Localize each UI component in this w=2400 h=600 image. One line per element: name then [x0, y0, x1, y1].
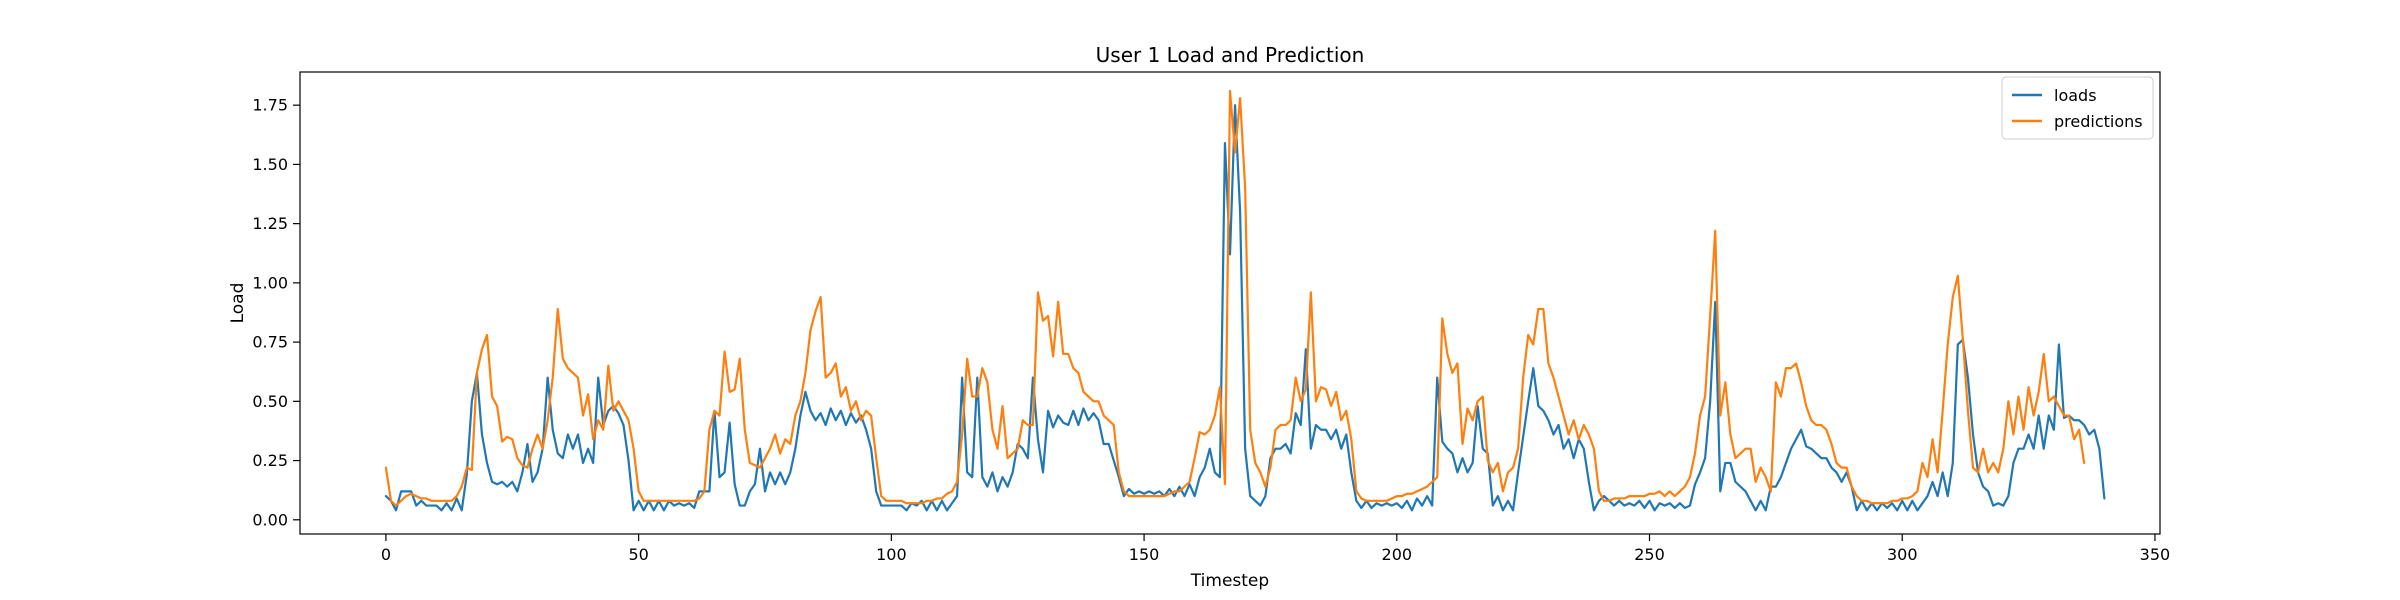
plot-frame [299, 71, 2161, 535]
y-tick-label: 1.50 [252, 155, 288, 174]
x-tick-label: 100 [876, 545, 907, 564]
x-tick-label: 0 [381, 545, 391, 564]
y-tick-label: 0.50 [252, 392, 288, 411]
y-tick-label: 0.25 [252, 451, 288, 470]
y-tick-label: 0.75 [252, 333, 288, 352]
legend-label-predictions: predictions [2054, 112, 2143, 131]
chart-title: User 1 Load and Prediction [1096, 43, 1365, 67]
series-line-loads [384, 104, 2106, 512]
x-tick-label: 50 [628, 545, 648, 564]
x-tick-label: 350 [2140, 545, 2171, 564]
x-axis-title: Timestep [1190, 571, 1269, 591]
y-tick-label: 1.25 [252, 214, 288, 233]
y-tick-label: 0.00 [252, 510, 288, 529]
series-layer [384, 89, 2106, 512]
x-tick-label: 250 [1634, 545, 1665, 564]
legend-label-loads: loads [2054, 86, 2097, 105]
series-line-predictions [384, 89, 2086, 507]
legend: loads predictions [2001, 76, 2154, 140]
x-tick-label: 200 [1382, 545, 1413, 564]
y-tick-label: 1.75 [252, 96, 288, 115]
legend-box [2001, 76, 2154, 140]
y-tick-label: 1.00 [252, 273, 288, 292]
y-axis-title: Load [228, 283, 248, 324]
x-tick-label: 150 [1129, 545, 1160, 564]
x-tick-label: 300 [1887, 545, 1918, 564]
y-axis: 0.00 0.25 0.50 0.75 1.00 1.25 1.50 1.75 [252, 96, 300, 529]
x-axis: 0 50 100 150 200 250 300 350 [381, 534, 2170, 564]
